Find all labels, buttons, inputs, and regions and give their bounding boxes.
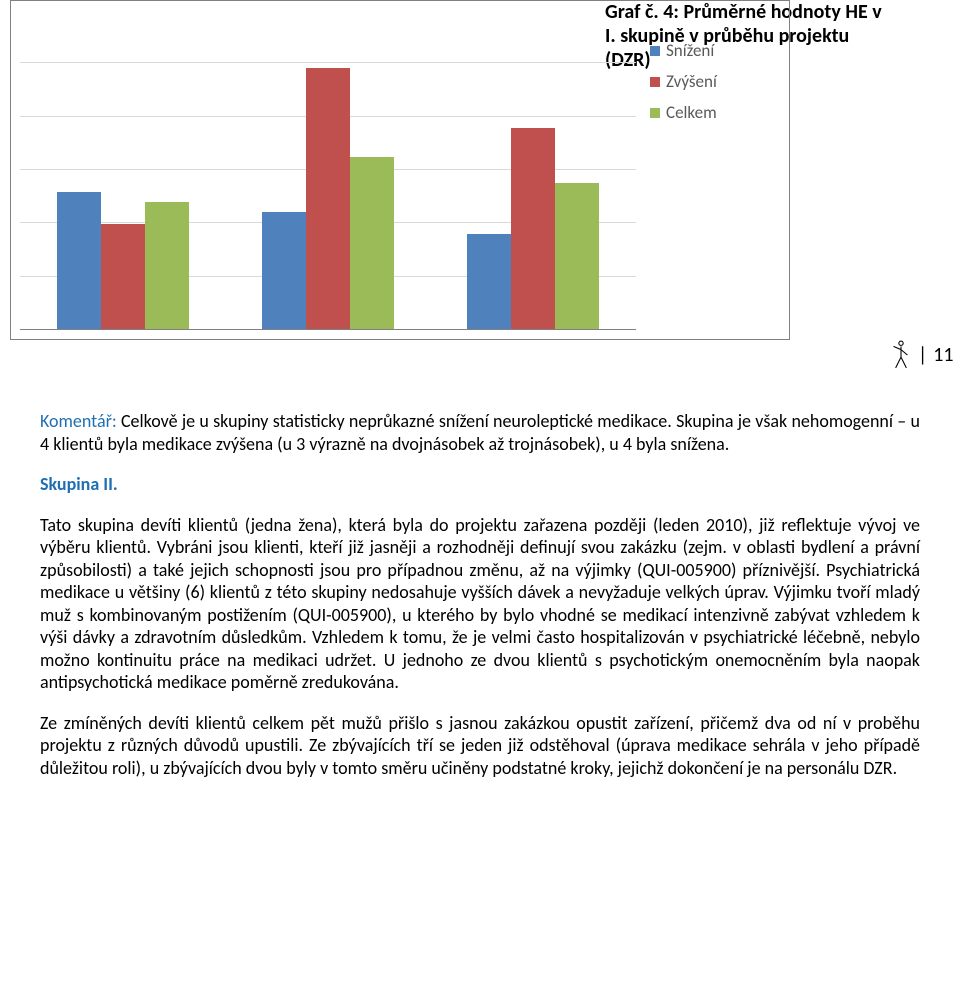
legend-label-celkem: Celkem — [666, 102, 717, 123]
person-icon — [890, 340, 912, 370]
paragraph-summary: Ze zmíněných devíti klientů celkem pět m… — [40, 712, 920, 780]
skupina-heading: Skupina II. — [40, 473, 920, 496]
skupina-label: Skupina II. — [40, 473, 118, 495]
baseline — [20, 329, 636, 330]
legend-label-snizeni: Snížení — [666, 40, 714, 61]
bar — [555, 183, 599, 330]
plot-area — [20, 10, 636, 330]
bar — [467, 234, 511, 330]
bar — [262, 212, 306, 330]
legend-swatch-celkem — [650, 108, 660, 118]
page-number-value: 11 — [933, 343, 953, 367]
body-text: Komentář: Celkově je u skupiny statistic… — [40, 410, 920, 779]
komentar-text: Celkově je u skupiny statisticky neprůka… — [40, 410, 920, 455]
legend-item-celkem: Celkem — [650, 102, 780, 123]
page-number-sep: | — [918, 343, 927, 367]
chart-container: Snížení Zvýšení Celkem — [10, 0, 790, 340]
bar-group — [20, 10, 225, 330]
bar — [145, 202, 189, 330]
legend-swatch-snizeni — [650, 46, 660, 56]
paragraph-komentar: Komentář: Celkově je u skupiny statistic… — [40, 410, 920, 455]
bar-group — [225, 10, 430, 330]
bar — [57, 192, 101, 330]
bar — [306, 68, 350, 330]
page-number: | 11 — [890, 340, 954, 370]
bars-area — [20, 10, 636, 330]
komentar-label: Komentář: — [40, 410, 117, 432]
legend-item-snizeni: Snížení — [650, 40, 780, 61]
legend-label-zvyseni: Zvýšení — [666, 71, 717, 92]
legend-item-zvyseni: Zvýšení — [650, 71, 780, 92]
bar — [101, 224, 145, 330]
bar-group — [431, 10, 636, 330]
legend-swatch-zvyseni — [650, 77, 660, 87]
bar — [350, 157, 394, 330]
paragraph-skupina-body: Tato skupina devíti klientů (jedna žena)… — [40, 514, 920, 694]
bar — [511, 128, 555, 330]
legend: Snížení Zvýšení Celkem — [650, 40, 780, 133]
